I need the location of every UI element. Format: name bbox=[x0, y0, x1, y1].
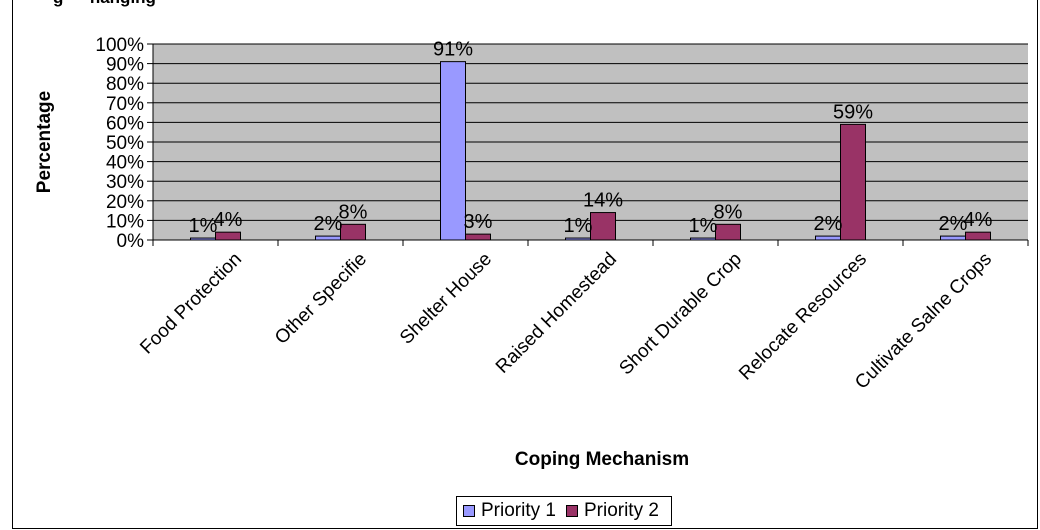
bar-priority-2 bbox=[590, 212, 616, 241]
data-label: 1% bbox=[189, 215, 218, 237]
x-category-label: Cultivate Salne Crops bbox=[851, 249, 996, 394]
data-label: 2% bbox=[939, 213, 968, 235]
x-category-label: Food Protection bbox=[136, 249, 246, 359]
legend: Priority 1 Priority 2 bbox=[456, 496, 672, 526]
data-labels: 1%4% 2%8%91%3% 1%14%1%8%2%59%2%4% bbox=[189, 39, 993, 237]
bar-priority-2 bbox=[465, 233, 491, 241]
y-axis: 0%10%20%30%40%50%60%70%80%90%100% bbox=[95, 35, 154, 252]
y-tick-label: 70% bbox=[106, 94, 144, 115]
y-tick-label: 60% bbox=[106, 113, 144, 134]
chart-caption-cut: g — hanging bbox=[53, 0, 156, 8]
y-tick-label: 20% bbox=[106, 192, 144, 213]
y-tick-label: 40% bbox=[106, 153, 144, 174]
data-label: 4% bbox=[964, 209, 993, 231]
legend-item: Priority 1 bbox=[463, 500, 556, 522]
chart-frame: g — hanging bbox=[12, 0, 1038, 529]
legend-label: Priority 2 bbox=[583, 500, 659, 521]
legend-swatch bbox=[463, 505, 475, 517]
x-category-label: Raised Homestead bbox=[492, 249, 621, 378]
legend-swatch bbox=[565, 505, 578, 517]
bars bbox=[190, 61, 991, 241]
x-category-label: Relocate Resources bbox=[735, 249, 871, 385]
bar-priority-1 bbox=[440, 61, 466, 241]
x-axis: Food Protection Other Specifie Shelter Hou… bbox=[136, 239, 1029, 394]
legend-label: Priority 1 bbox=[481, 500, 556, 521]
y-tick-label: 10% bbox=[106, 211, 144, 232]
data-label: 91% bbox=[433, 39, 473, 61]
data-label: 8% bbox=[339, 201, 368, 223]
bar-priority-1 bbox=[940, 235, 966, 241]
bar-priority-1 bbox=[315, 235, 341, 241]
y-tick-label: 0% bbox=[117, 231, 145, 252]
bar-priority-2 bbox=[715, 223, 741, 241]
y-tick-label: 80% bbox=[106, 74, 144, 95]
data-label: 3% bbox=[464, 211, 493, 233]
x-category-label: Other Specifie bbox=[271, 249, 371, 349]
x-axis-title: Coping Mechanism bbox=[515, 449, 689, 470]
data-label: 2% bbox=[814, 213, 843, 235]
x-category-label: Shelter House bbox=[396, 249, 496, 349]
x-category-label: Short Durable Crop bbox=[615, 249, 746, 380]
bar-priority-2 bbox=[215, 231, 241, 241]
y-axis-title: Percentage bbox=[34, 91, 55, 193]
data-label: 8% bbox=[714, 201, 743, 223]
data-label: 1% bbox=[564, 215, 593, 237]
data-label: 2% bbox=[314, 213, 343, 235]
bar-priority-2 bbox=[840, 123, 866, 241]
y-tick-label: 90% bbox=[106, 55, 144, 76]
y-tick-label: 30% bbox=[106, 172, 144, 193]
data-label: 59% bbox=[833, 101, 873, 123]
bar-priority-2 bbox=[340, 223, 366, 241]
y-tick-label: 100% bbox=[95, 35, 144, 56]
bar-priority-2 bbox=[965, 231, 991, 241]
bar-priority-1 bbox=[815, 235, 841, 241]
y-tick-label: 50% bbox=[106, 133, 144, 154]
data-label: 1% bbox=[689, 215, 718, 237]
data-label: 4% bbox=[214, 209, 243, 231]
data-label: 14% bbox=[583, 190, 623, 212]
legend-item: Priority 2 bbox=[565, 500, 659, 522]
